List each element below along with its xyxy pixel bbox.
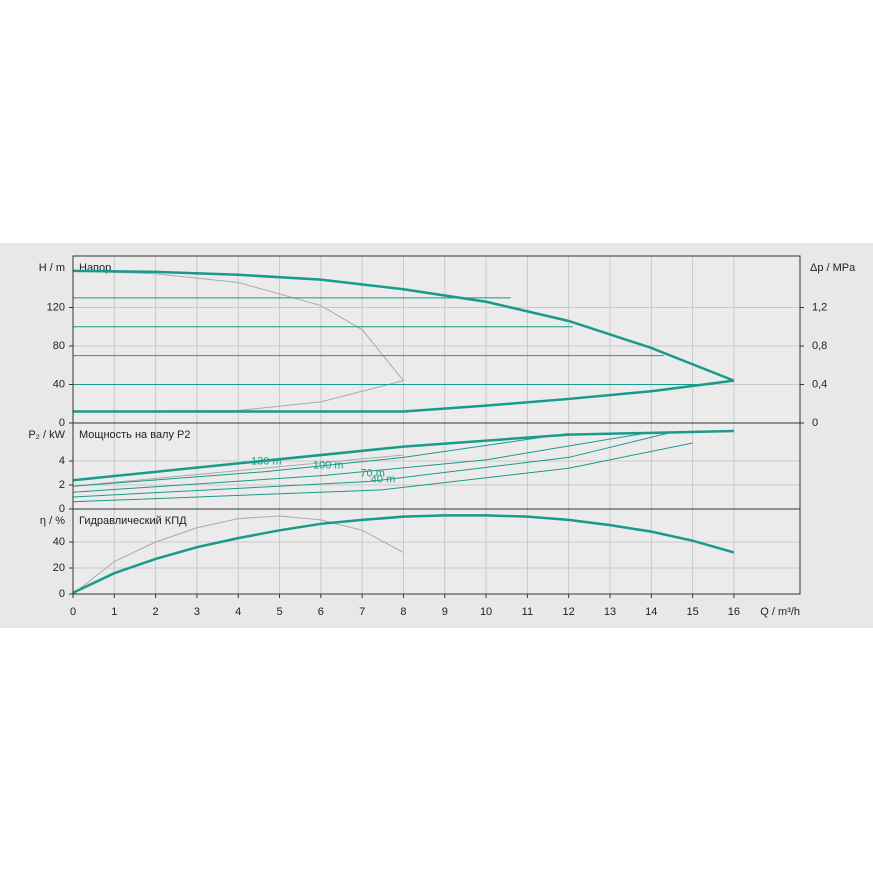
- x-tick-label: 4: [235, 606, 241, 618]
- x-tick-label: 9: [442, 606, 448, 618]
- y-tick-label: 0: [59, 588, 65, 600]
- curve: [72, 514, 735, 594]
- plot-area: [73, 509, 800, 594]
- y-tick-label: 2: [59, 479, 65, 491]
- y-tick-label: 40: [53, 536, 65, 548]
- curve: [72, 429, 734, 482]
- curve: [72, 432, 569, 487]
- x-tick-label: 11: [522, 606, 533, 618]
- curve: [72, 431, 673, 498]
- curve: [72, 515, 404, 595]
- x-tick-label: 8: [400, 606, 406, 618]
- plot-frame: [72, 508, 801, 595]
- x-tick-label: 10: [480, 606, 492, 618]
- x-tick-label: 15: [686, 606, 698, 618]
- curve: [72, 269, 735, 382]
- y2-tick-label: 0: [812, 417, 818, 429]
- x-tick-label: 3: [194, 606, 200, 618]
- y2-tick-label: 0,8: [812, 340, 827, 352]
- y-tick-label: 4: [59, 455, 65, 467]
- x-tick-label: 14: [645, 606, 657, 618]
- x-tick-label: 2: [153, 606, 159, 618]
- y2-tick-label: 0,4: [812, 378, 827, 390]
- x-tick-label: 1: [111, 606, 117, 618]
- y2-tick-label: 1,2: [812, 301, 827, 313]
- y-axis-label: H / m: [39, 262, 65, 274]
- y-tick-label: 20: [53, 562, 65, 574]
- x-tick-label: 7: [359, 606, 365, 618]
- x-tick-label: 6: [318, 606, 324, 618]
- panel-title: Мощность на валу P2: [79, 429, 191, 441]
- x-axis-label: Q / m³/h: [760, 606, 800, 618]
- curve: [73, 379, 735, 413]
- plot-area: [73, 423, 800, 509]
- plot-area: [73, 256, 800, 423]
- y-tick-label: 0: [59, 503, 65, 515]
- curve: [72, 454, 404, 487]
- y-tick-label: 0: [59, 417, 65, 429]
- x-tick-label: 12: [563, 606, 575, 618]
- curve: [72, 270, 404, 381]
- y-tick-label: 120: [47, 301, 65, 313]
- curve-label: 100 m: [313, 459, 344, 471]
- x-tick-label: 16: [728, 606, 740, 618]
- y-axis-label: P₂ / kW: [28, 429, 65, 441]
- x-tick-label: 5: [276, 606, 282, 618]
- y2-axis-label: Δp / MPa: [810, 262, 856, 274]
- panel-title: Гидравлический КПД: [79, 515, 187, 527]
- y-tick-label: 40: [53, 378, 65, 390]
- curve-label: 40 m: [371, 474, 395, 486]
- y-axis-label: η / %: [40, 515, 65, 527]
- x-tick-label: 0: [70, 606, 76, 618]
- curve-label: 70 m: [360, 467, 384, 479]
- x-tick-label: 13: [604, 606, 616, 618]
- curve: [72, 442, 693, 503]
- y-tick-label: 80: [53, 340, 65, 352]
- curve: [72, 431, 652, 493]
